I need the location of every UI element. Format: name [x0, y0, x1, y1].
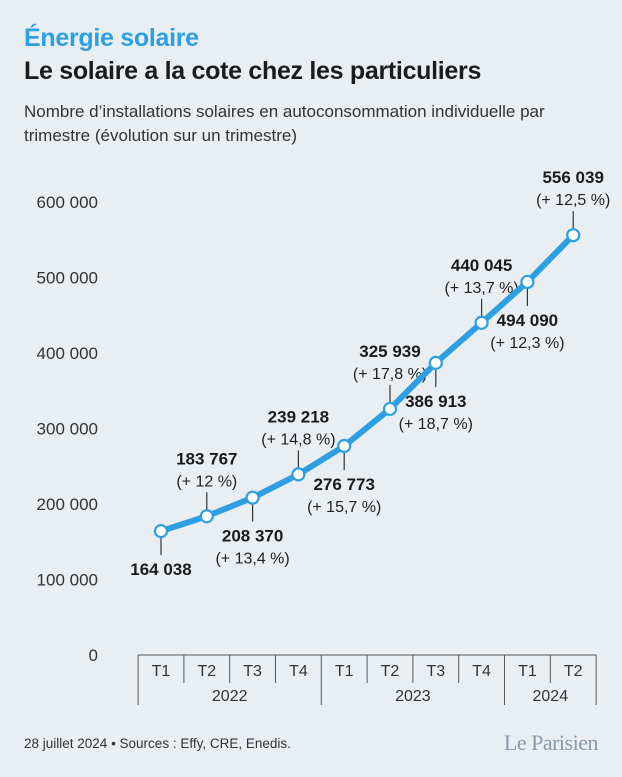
x-tick-label: T2 [564, 663, 583, 680]
data-point [153, 524, 169, 539]
page-title: Le solaire a la cote chez les particulie… [24, 57, 482, 85]
change-label: (+ 12,5 %) [536, 192, 610, 209]
data-point [474, 315, 489, 330]
data-label: 386 913 [405, 392, 466, 411]
x-tick-label: T4 [289, 663, 308, 680]
x-tick-label: T2 [381, 663, 400, 680]
data-label: 183 767 [176, 449, 237, 468]
data-point [566, 228, 581, 243]
data-label: 164 038 [130, 560, 191, 579]
data-point [337, 438, 352, 454]
data-label: 494 090 [497, 311, 558, 330]
change-label: (+ 18,7 %) [399, 416, 473, 433]
data-label: 208 370 [222, 527, 283, 546]
change-label: (+ 17,8 %) [353, 366, 427, 383]
x-tick-label: T3 [426, 663, 445, 680]
data-point [291, 467, 306, 482]
change-label: (+ 15,7 %) [307, 499, 381, 516]
y-tick-label: 500 000 [37, 269, 98, 288]
data-point [199, 509, 214, 524]
data-label: 556 039 [542, 168, 603, 187]
x-tick-label: T1 [335, 663, 354, 680]
data-point [428, 355, 443, 370]
publisher-logo: Le Parisien [503, 730, 599, 755]
data-point [382, 401, 398, 417]
data-point [245, 490, 260, 505]
series-line [158, 232, 577, 535]
x-tick-label: T2 [197, 663, 216, 680]
year-label: 2023 [395, 688, 431, 705]
data-point [520, 274, 535, 290]
source-note: 28 juillet 2024 • Sources : Effy, CRE, E… [24, 736, 291, 751]
x-tick-label: T3 [243, 663, 262, 680]
data-label: 276 773 [313, 475, 374, 494]
change-label: (+ 12 %) [176, 473, 237, 490]
data-label: 239 218 [268, 407, 329, 426]
data-label: 325 939 [359, 342, 420, 361]
change-label: (+ 14,8 %) [261, 431, 335, 448]
data-label: 440 045 [451, 256, 512, 275]
y-tick-label: 100 000 [37, 571, 98, 590]
x-tick-label: T1 [518, 663, 537, 680]
y-tick-label: 0 [89, 646, 98, 665]
line-chart: 0 100 000 200 000 300 000 400 000 500 000 600 … [37, 168, 610, 705]
x-tick-label: T4 [472, 663, 491, 680]
kicker: Énergie solaire [24, 24, 199, 52]
y-tick-label: 600 000 [37, 193, 98, 212]
y-tick-label: 300 000 [37, 420, 98, 439]
y-tick-label: 200 000 [37, 495, 98, 514]
x-tick-label: T1 [152, 663, 171, 680]
subtitle: Nombre d’installations solaires en autoc… [24, 102, 545, 145]
change-label: (+ 13,7 %) [444, 280, 518, 297]
year-label: 2024 [533, 688, 569, 705]
y-tick-label: 400 000 [37, 344, 98, 363]
year-label: 2022 [212, 688, 248, 705]
change-label: (+ 13,4 %) [215, 551, 289, 568]
change-label: (+ 12,3 %) [490, 335, 564, 352]
